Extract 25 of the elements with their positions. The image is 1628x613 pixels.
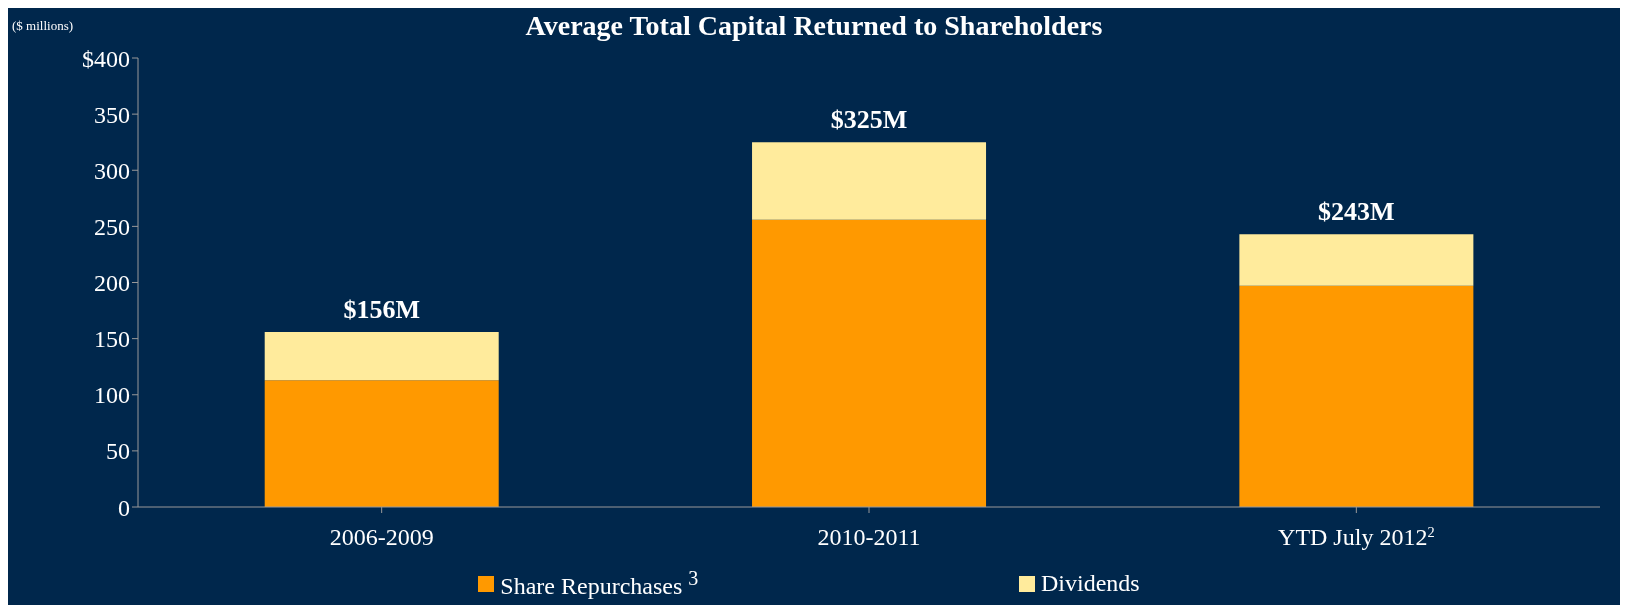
- bar: [1239, 285, 1474, 507]
- y-axis-title: ($ millions): [12, 18, 74, 34]
- total-label: $156M: [343, 294, 420, 324]
- x-tick-label: 2006-2009: [329, 524, 434, 550]
- total-label: $325M: [830, 105, 908, 135]
- y-tick-label: 0: [118, 494, 130, 521]
- bar: [264, 380, 499, 507]
- x-tick-label: 2010-2011: [817, 524, 921, 550]
- y-tick-label: 150: [94, 326, 130, 353]
- bar: [264, 331, 499, 381]
- y-tick-label: 350: [94, 101, 130, 128]
- y-tick-label: 250: [94, 213, 130, 240]
- chart-title: Average Total Capital Returned to Shareholders: [525, 10, 1103, 41]
- legend-label: Dividends: [1040, 570, 1140, 597]
- bar: [1239, 234, 1474, 286]
- y-tick-label: 100: [94, 382, 130, 409]
- y-tick-label: 300: [94, 157, 130, 184]
- bar: [752, 142, 987, 220]
- total-label: $243M: [1318, 197, 1395, 227]
- y-tick-label: $400: [82, 45, 130, 72]
- y-tick-label: 200: [94, 270, 130, 297]
- x-tick-label: YTD July 2012$^{2}$: [1278, 524, 1435, 550]
- y-tick-label: 50: [106, 438, 130, 465]
- bar: [752, 219, 987, 507]
- legend-label: Share Repurchases $^{3}$: [500, 567, 699, 600]
